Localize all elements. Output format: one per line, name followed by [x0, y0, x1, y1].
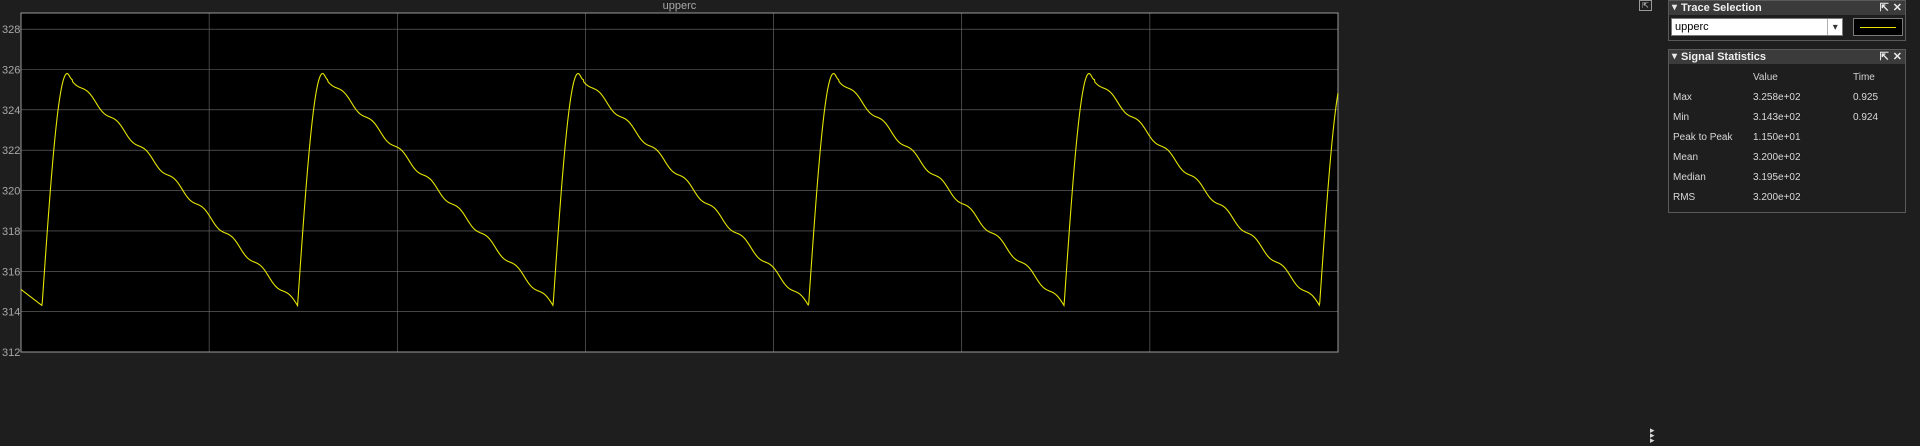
y-tick-label: 328 — [2, 24, 20, 36]
trace-dropdown-value: upperc — [1675, 21, 1709, 33]
trace-selection-title: Trace Selection — [1681, 2, 1762, 14]
signal-statistics-panel: ▾ Signal Statistics ⇱ ✕ Value Time Max 3… — [1668, 49, 1906, 213]
stat-value: 3.143e+02 — [1753, 111, 1801, 123]
undock-icon[interactable]: ⇱ — [1879, 2, 1889, 14]
resize-grip-icon[interactable]: ▸ ▸ ▸ — [1650, 425, 1655, 445]
collapse-caret-icon[interactable]: ▾ — [1672, 2, 1678, 13]
stat-time — [1853, 147, 1905, 167]
y-tick-label: 312 — [2, 347, 20, 359]
y-tick-label: 320 — [2, 186, 20, 198]
stat-time: 0.924 — [1853, 111, 1879, 123]
close-icon[interactable]: ✕ — [1892, 51, 1902, 63]
trace-color-line — [1860, 27, 1896, 28]
y-tick-label: 322 — [2, 145, 20, 157]
stat-time — [1853, 167, 1905, 187]
stat-label: Median — [1673, 171, 1706, 183]
plot-area[interactable]: upperc 312 314 316 318 320 322 324 326 328 — [0, 0, 1655, 446]
statistics-table: Value Time Max 3.258e+02 0.925 Min 3.143… — [1669, 67, 1905, 207]
table-row[interactable]: Max 3.258e+02 0.925 — [1669, 87, 1905, 107]
table-row[interactable]: Peak to Peak 1.150e+01 — [1669, 127, 1905, 147]
stat-value: 3.258e+02 — [1753, 91, 1801, 103]
y-tick-label: 324 — [2, 105, 20, 117]
table-row[interactable]: Median 3.195e+02 — [1669, 167, 1905, 187]
scope-display: upperc 312 314 316 318 320 322 324 326 328 ⇱ ▸ ▸ ▸ — [0, 0, 1655, 446]
collapse-panel-button[interactable]: ⇱ — [1639, 0, 1652, 11]
stat-label: Min — [1673, 111, 1690, 123]
stat-label: Peak to Peak — [1673, 131, 1733, 143]
value-header: Value — [1753, 71, 1778, 83]
undock-icon[interactable]: ⇱ — [1879, 51, 1889, 63]
stat-label: Mean — [1673, 151, 1699, 163]
stat-value: 3.200e+02 — [1753, 151, 1801, 163]
signal-statistics-title: Signal Statistics — [1681, 51, 1767, 63]
table-row[interactable]: RMS 3.200e+02 — [1669, 187, 1905, 207]
trace-line-style-swatch[interactable] — [1853, 18, 1903, 36]
collapse-arrow-icon: ⇱ — [1642, 1, 1649, 10]
stat-label-header — [1669, 67, 1753, 87]
trace-selection-header: ▾ Trace Selection ⇱ ✕ — [1669, 1, 1905, 15]
table-row[interactable]: Min 3.143e+02 0.924 — [1669, 107, 1905, 127]
close-icon[interactable]: ✕ — [1892, 2, 1902, 14]
dropdown-arrow-icon[interactable]: ▾ — [1827, 19, 1842, 35]
stat-label: RMS — [1673, 191, 1696, 203]
plot-frame — [20, 12, 1339, 353]
y-tick-label: 326 — [2, 65, 20, 77]
trace-dropdown[interactable]: upperc ▾ — [1671, 18, 1844, 36]
y-tick-label: 318 — [2, 226, 20, 238]
signal-line-upperc — [20, 72, 1339, 308]
stat-time — [1853, 187, 1905, 207]
statistics-header-row: Value Time — [1669, 67, 1905, 87]
plot-background — [21, 13, 1338, 352]
stat-value: 1.150e+01 — [1753, 131, 1801, 143]
stat-time — [1853, 127, 1905, 147]
y-tick-label: 316 — [2, 266, 20, 278]
collapse-caret-icon[interactable]: ▾ — [1672, 51, 1678, 62]
signal-statistics-header: ▾ Signal Statistics ⇱ ✕ — [1669, 50, 1905, 64]
time-header: Time — [1853, 71, 1875, 83]
trace-selection-panel: ▾ Trace Selection ⇱ ✕ upperc ▾ — [1668, 0, 1906, 41]
stat-value: 3.200e+02 — [1753, 191, 1801, 203]
y-tick-label: 314 — [2, 307, 20, 319]
stat-value: 3.195e+02 — [1753, 171, 1801, 183]
table-row[interactable]: Mean 3.200e+02 — [1669, 147, 1905, 167]
stat-label: Max — [1673, 91, 1692, 103]
plot-title: upperc — [663, 0, 697, 12]
stat-time: 0.925 — [1853, 91, 1879, 103]
